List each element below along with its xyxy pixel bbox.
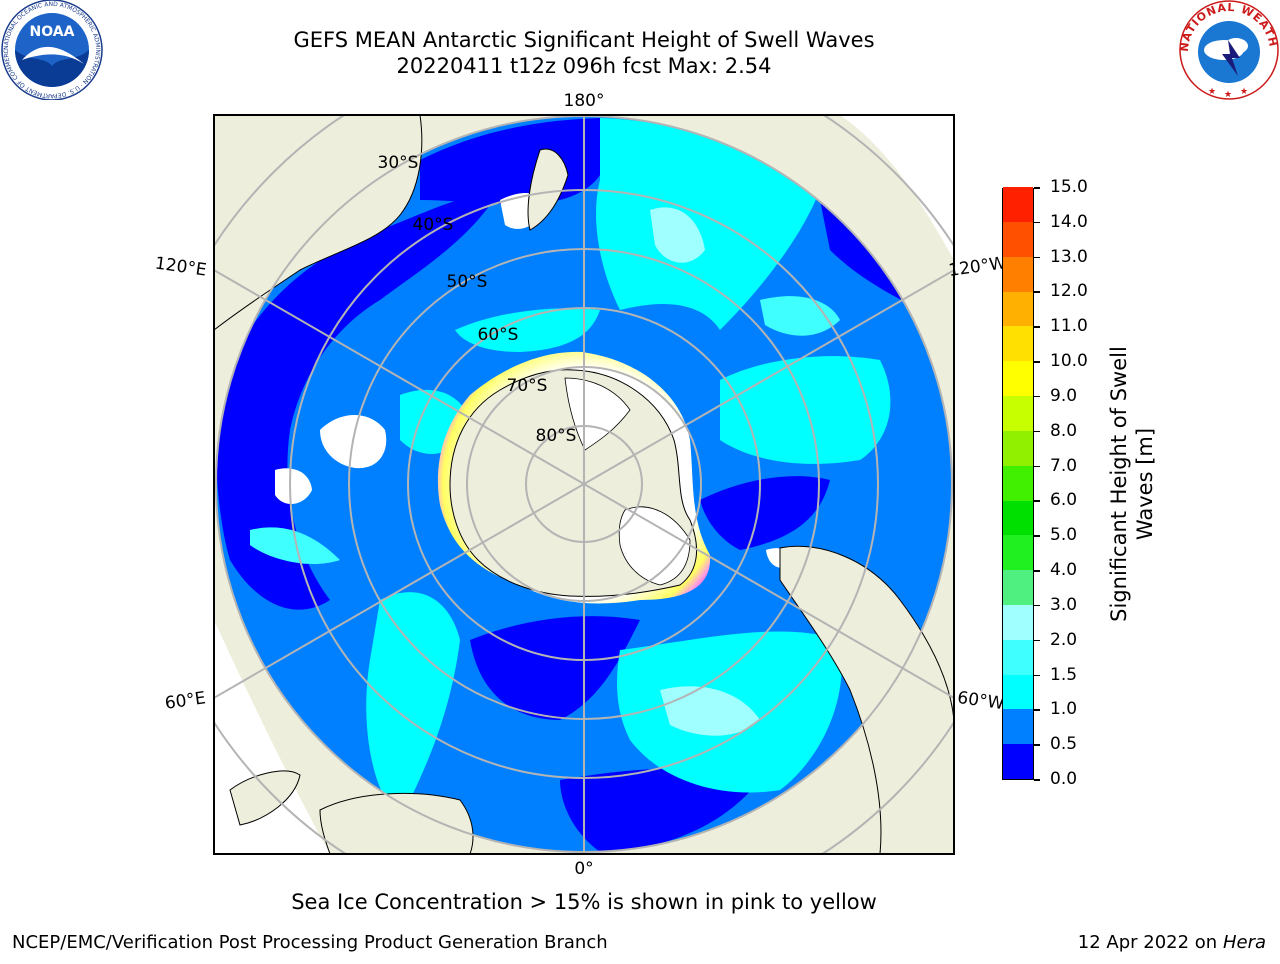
australia-land (214, 115, 423, 331)
colorbar-tick-label: 0.5 (1050, 734, 1078, 755)
colorbar (1002, 187, 1034, 780)
svg-text:★: ★ (1224, 90, 1232, 100)
meridian-lines (214, 115, 954, 854)
title-line-1: GEFS MEAN Antarctic Significant Height o… (293, 28, 875, 52)
colorbar-tick-mark (1034, 291, 1040, 293)
lat-label-30s: 30°S (378, 153, 419, 173)
colorbar-tick-label: 11.0 (1050, 316, 1088, 337)
colorbar-tick-label: 6.0 (1050, 490, 1078, 511)
colorbar-tick-mark (1034, 674, 1040, 677)
noaa-logo-text: NOAA (30, 24, 75, 40)
colorbar-tick-mark (1034, 604, 1040, 607)
colorbar-tick-label: 3.0 (1050, 594, 1078, 615)
colorbar-tick-mark (1034, 256, 1040, 259)
colorbar-tick-label: 1.0 (1050, 699, 1078, 720)
colorbar-tick-label: 13.0 (1050, 246, 1088, 267)
title-line-2: 20220411 t12z 096h fcst Max: 2.54 (396, 54, 772, 78)
colorbar-tick-mark (1034, 535, 1040, 537)
africa-land (319, 792, 474, 854)
footer-date: 12 Apr 2022 on (1077, 932, 1223, 953)
lat-label-80s: 80°S (536, 426, 577, 446)
colorbar-tick-label: 15.0 (1050, 177, 1088, 197)
colorbar-tick-label: 2.0 (1050, 629, 1078, 650)
lon-label-180: 180° (564, 91, 605, 111)
colorbar-tick-mark (1034, 465, 1040, 468)
colorbar-tick-mark (1034, 395, 1040, 398)
colorbar-segment (1003, 326, 1033, 362)
colorbar-segment (1003, 639, 1033, 675)
lat-label-50s: 50°S (447, 272, 488, 292)
colorbar-tick-label: 5.0 (1050, 525, 1078, 546)
colorbar-tick-label: 10.0 (1050, 351, 1088, 372)
colorbar-segment (1003, 674, 1033, 710)
footer-left: NCEP/EMC/Verification Post Processing Pr… (12, 932, 608, 953)
colorbar-tick-mark (1034, 187, 1040, 189)
colorbar-segment (1003, 291, 1033, 327)
colorbar-tick-label: 7.0 (1050, 455, 1078, 476)
lon-label-60w: 60°W (956, 688, 1005, 714)
colorbar-segment (1003, 465, 1033, 501)
colorbar-tick-label: 9.0 (1050, 385, 1078, 406)
madagascar-land (229, 770, 301, 826)
lon-label-0: 0° (574, 859, 593, 879)
noaa-logo: NATIONAL OCEANIC AND ATMOSPHERIC ADMINIS… (0, 0, 104, 101)
colorbar-tick-label: 1.5 (1050, 664, 1078, 685)
map-frame (213, 114, 955, 855)
colorbar-segment (1003, 744, 1033, 779)
colorbar-ticks: 0.0 0.5 1.0 1.5 2.0 3.0 4.0 5.0 6.0 7.0 8.0 9.0 10.0… (1034, 177, 1116, 789)
colorbar-segment (1003, 256, 1033, 292)
colorbar-segment (1003, 535, 1033, 571)
lon-label-120e: 120°E (154, 254, 208, 281)
colorbar-tick-mark (1034, 326, 1040, 328)
colorbar-tick-mark (1034, 430, 1040, 433)
svg-text:★: ★ (1208, 87, 1216, 97)
colorbar-segment (1003, 709, 1033, 745)
footer-host: Hera (1222, 932, 1266, 953)
map-frame-content (214, 115, 954, 854)
colorbar-tick-mark (1034, 221, 1040, 224)
colorbar-segment (1003, 187, 1033, 222)
footer-right: 12 Apr 2022 on Hera (1078, 932, 1266, 953)
colorbar-segment (1003, 570, 1033, 605)
lat-label-40s: 40°S (413, 215, 454, 235)
lon-label-120w: 120°W (947, 253, 1007, 281)
colorbar-tick-mark (1034, 744, 1040, 746)
weddell-ice-shelf (618, 506, 691, 586)
colorbar-tick-label: 0.0 (1050, 769, 1078, 789)
colorbar-tick-mark (1034, 361, 1040, 363)
lat-label-60s: 60°S (478, 325, 519, 345)
svg-text:★: ★ (1240, 87, 1248, 97)
lon-label-60e: 60°E (164, 688, 207, 713)
sea-ice-note: Sea Ice Concentration > 15% is shown in … (291, 890, 877, 914)
colorbar-tick-mark (1034, 500, 1040, 502)
colorbar-tick-mark (1034, 779, 1040, 781)
new-zealand-land (527, 148, 569, 231)
nws-logo: NATIONAL WEATHER SERVICE ★ ★ ★ (1173, 0, 1280, 100)
colorbar-tick-label: 14.0 (1050, 211, 1088, 232)
colorbar-segment (1003, 500, 1033, 536)
colorbar-tick-label: 12.0 (1050, 281, 1088, 302)
colorbar-segment (1003, 361, 1033, 397)
colorbar-tick-mark (1034, 570, 1040, 572)
colorbar-tick-mark (1034, 639, 1040, 642)
colorbar-segment (1003, 430, 1033, 466)
lat-label-70s: 70°S (507, 376, 548, 396)
colorbar-tick-mark (1034, 709, 1040, 711)
colorbar-segment (1003, 396, 1033, 431)
ross-ice-shelf (564, 377, 631, 451)
colorbar-segment (1003, 222, 1033, 257)
colorbar-segment (1003, 604, 1033, 640)
colorbar-tick-label: 8.0 (1050, 420, 1078, 441)
colorbar-label: Significant Height of Swell Waves [m] (1107, 346, 1157, 622)
colorbar-tick-label: 4.0 (1050, 560, 1078, 581)
